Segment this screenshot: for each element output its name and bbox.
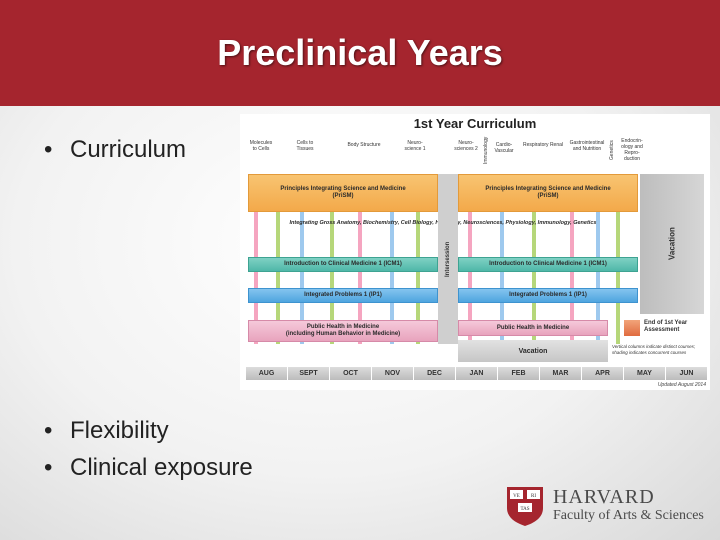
slide-title: Preclinical Years [217,32,503,73]
faculty-subtitle: Faculty of Arts & Sciences [553,508,704,523]
course-label: Cardio-Vascular [494,142,514,154]
bullet-icon: • [44,417,53,444]
prism-block-right: Principles Integrating Science and Medic… [458,174,638,212]
harvard-wordmark: HARVARD [553,486,655,508]
icm-block-left: Introduction to Clinical Medicine 1 (ICM… [248,257,438,272]
month-label: FEB [498,367,540,380]
month-label: SEPT [288,367,330,380]
vacation-column: Vacation [640,174,704,314]
prism-block-left: Principles Integrating Science and Medic… [248,174,438,212]
course-label: Respiratory Renal [522,142,564,148]
curriculum-note: Vertical columns indicate distinct cours… [612,344,696,355]
month-label: APR [582,367,624,380]
month-label: MAY [624,367,666,380]
public-health-block-right: Public Health in Medicine [458,320,608,336]
course-label: Endocrin-ology and Repro-duction [621,138,643,162]
course-label: Body Structure [347,142,381,148]
month-label: JAN [456,367,498,380]
public-health-block-left: Public Health in Medicine (including Hum… [248,320,438,342]
month-axis: AUG SEPT OCT NOV DEC JAN FEB MAR APR MAY… [246,367,708,380]
bullet-text: Clinical exposure [70,454,253,481]
course-label: Molecules to Cells [249,140,273,152]
course-label: Cells to Tissues [296,140,314,152]
ip-block-left: Integrated Problems 1 (IP1) [248,288,438,303]
bullet-flexibility: • Flexibility [44,417,169,445]
course-label: Gastrointestinal and Nutrition [569,140,605,152]
bullet-curriculum: • Curriculum [44,136,186,164]
shield-text: TAS [520,507,529,512]
updated-date: Updated August 2014 [657,382,706,388]
course-label: Neuro-science 1 [404,140,426,152]
shield-text: RI [531,494,536,499]
month-label: OCT [330,367,372,380]
shield-text: VE [513,494,520,499]
month-label: MAR [540,367,582,380]
month-label: NOV [372,367,414,380]
month-label: JUN [666,367,708,380]
harvard-logo: VE RI TAS HARVARD Faculty of Arts & Scie… [506,486,706,526]
icm-block-right: Introduction to Clinical Medicine 1 (ICM… [458,257,638,272]
bullet-icon: • [44,136,53,163]
assessment-swatch [624,320,640,336]
bullet-clinical-exposure: • Clinical exposure [44,454,253,482]
curriculum-title: 1st Year Curriculum [413,116,537,131]
month-label: AUG [246,367,288,380]
bullet-text: Curriculum [70,136,187,163]
month-label: DEC [414,367,456,380]
course-label: Immunology [483,136,489,164]
ip-block-right: Integrated Problems 1 (IP1) [458,288,638,303]
curriculum-chart: 1st Year Curriculum Molecules to Cells C… [240,114,710,390]
bullet-text: Flexibility [70,417,169,444]
course-label: Genetics [609,140,615,160]
bullet-icon: • [44,454,53,481]
vacation-bar: Vacation [458,340,608,362]
assessment-label: End of 1st Year Assessment [644,320,688,333]
course-label: Neuro-sciences 2 [454,140,478,152]
title-bar: Preclinical Years [0,0,720,106]
harvard-shield-icon: VE RI TAS [507,487,543,526]
intersession-column: Intersession [438,174,458,344]
